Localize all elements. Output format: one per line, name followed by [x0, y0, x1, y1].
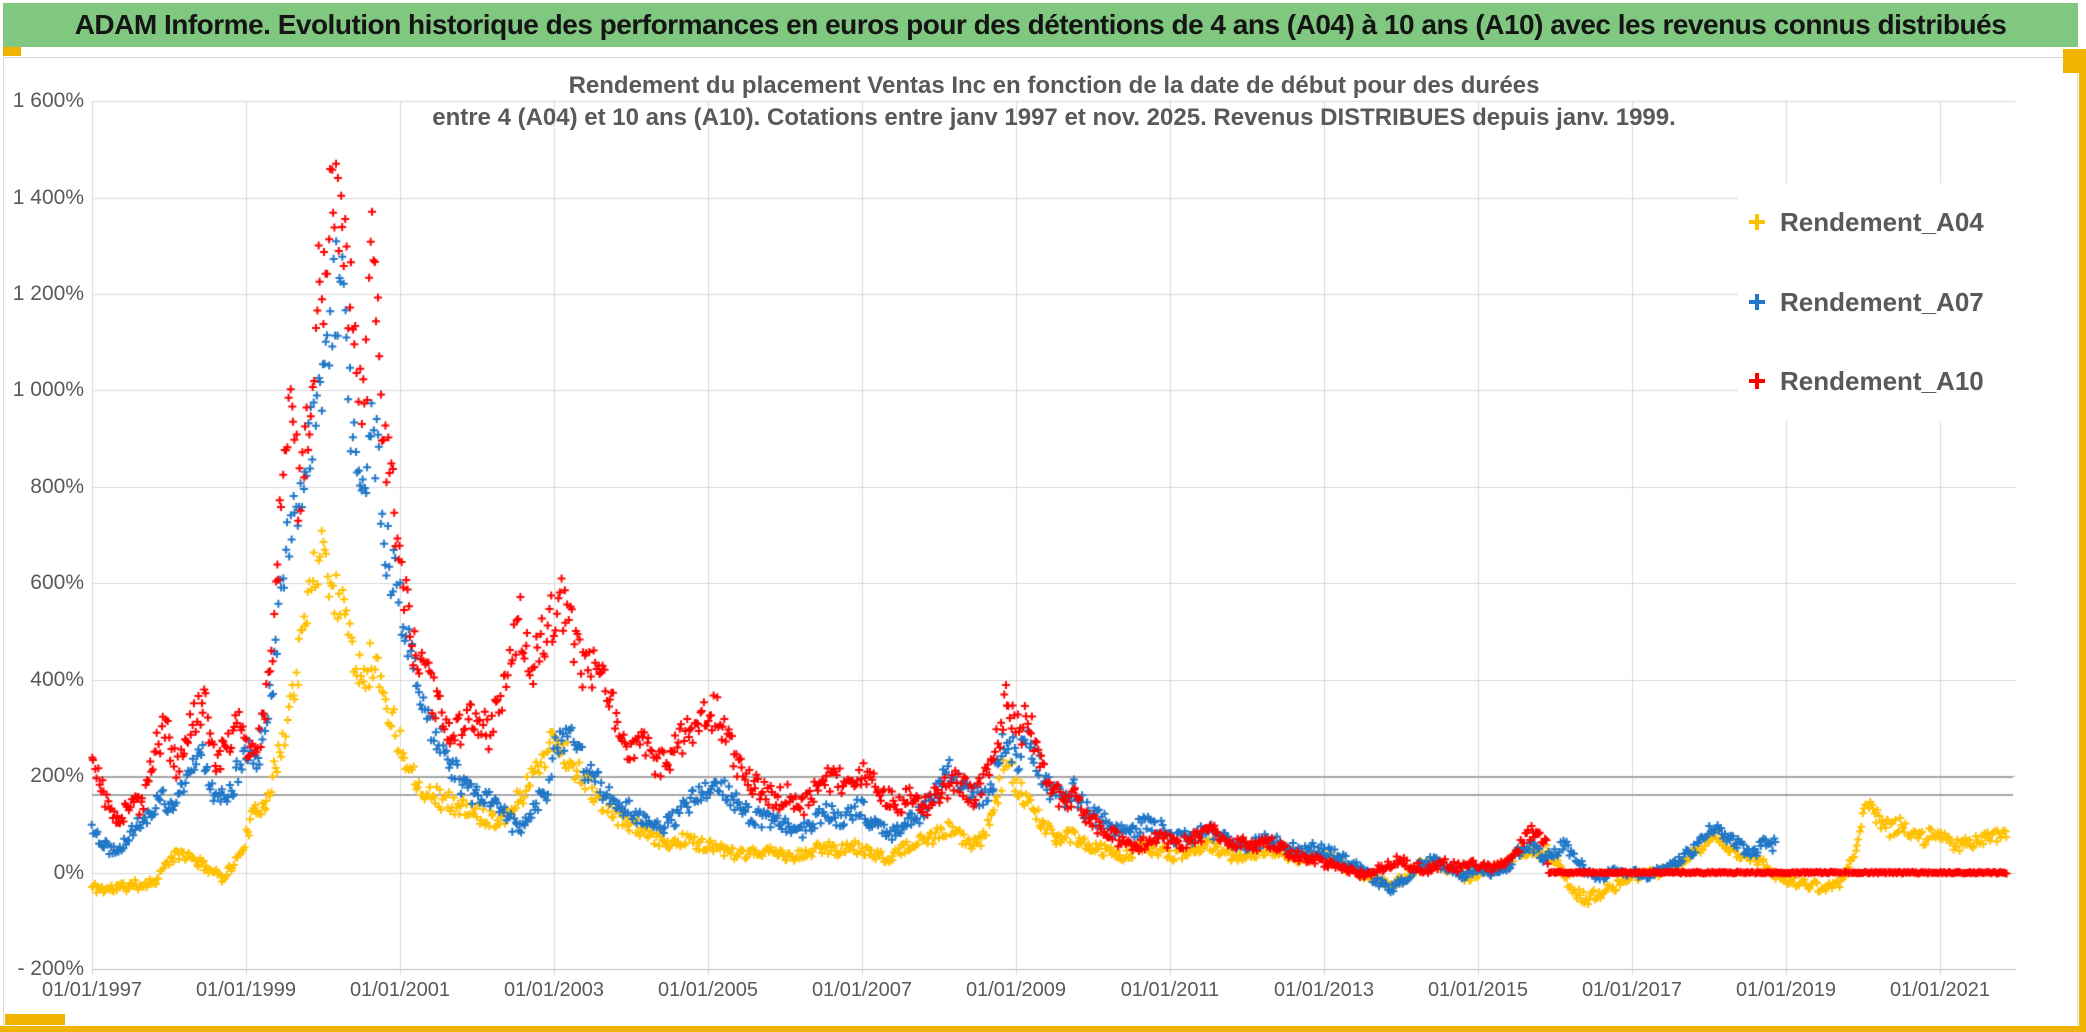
y-tick-label: 0% [53, 860, 84, 884]
gold-accent-top-left [3, 47, 21, 56]
y-tick-label: 400% [30, 667, 84, 691]
y-tick-label: 1 000% [12, 378, 84, 402]
legend-entry-rendement_a07[interactable]: Rendement_A07 [1748, 284, 1984, 320]
plus-marker-icon [1748, 213, 1766, 231]
x-tick-label: 01/01/1997 [41, 979, 143, 1001]
y-tick-label: 1 200% [12, 281, 84, 305]
x-tick-label: 01/01/2009 [965, 979, 1067, 1001]
x-tick-label: 01/01/2001 [349, 979, 451, 1001]
y-tick-label: 800% [30, 474, 84, 498]
legend-background [1738, 183, 2016, 421]
chart-title-line1: Rendement du placement Ventas Inc en fon… [568, 72, 1540, 99]
plus-marker-icon [1748, 293, 1766, 311]
legend-entry-rendement_a10[interactable]: Rendement_A10 [1748, 363, 1984, 399]
plus-marker-icon [1748, 372, 1766, 390]
x-tick-label: 01/01/1999 [195, 979, 297, 1001]
y-tick-label: - 200% [17, 957, 84, 981]
y-tick-label: 600% [30, 571, 84, 595]
chart-title-line2: entre 4 (A04) et 10 ans (A10). Cotations… [432, 104, 1676, 131]
x-tick-label: 01/01/2011 [1120, 979, 1220, 1001]
x-tick-label: 01/01/2007 [811, 979, 913, 1001]
x-tick-label: 01/01/2017 [1581, 979, 1683, 1001]
y-tick-label: 1 600% [12, 89, 84, 113]
legend-label: Rendement_A04 [1780, 206, 1984, 237]
x-tick-label: 01/01/2019 [1735, 979, 1837, 1001]
x-tick-label: 01/01/2015 [1427, 979, 1529, 1001]
gold-accent-right-edge [2079, 50, 2086, 1032]
y-tick-label: 1 400% [12, 185, 84, 209]
legend-entry-rendement_a04[interactable]: Rendement_A04 [1748, 204, 1984, 240]
legend-label: Rendement_A10 [1780, 365, 1984, 396]
header-banner-title: ADAM Informe. Evolution historique des p… [3, 3, 2078, 47]
x-tick-label: 01/01/2005 [657, 979, 759, 1001]
gold-accent-bottom-edge [0, 1026, 2086, 1032]
x-tick-label: 01/01/2003 [503, 979, 605, 1001]
y-tick-label: 200% [30, 764, 84, 788]
legend-label: Rendement_A07 [1780, 286, 1984, 317]
x-tick-label: 01/01/2013 [1273, 979, 1375, 1001]
gold-accent-bottom-left [5, 1014, 65, 1025]
x-tick-label: 01/01/2021 [1889, 979, 1991, 1001]
